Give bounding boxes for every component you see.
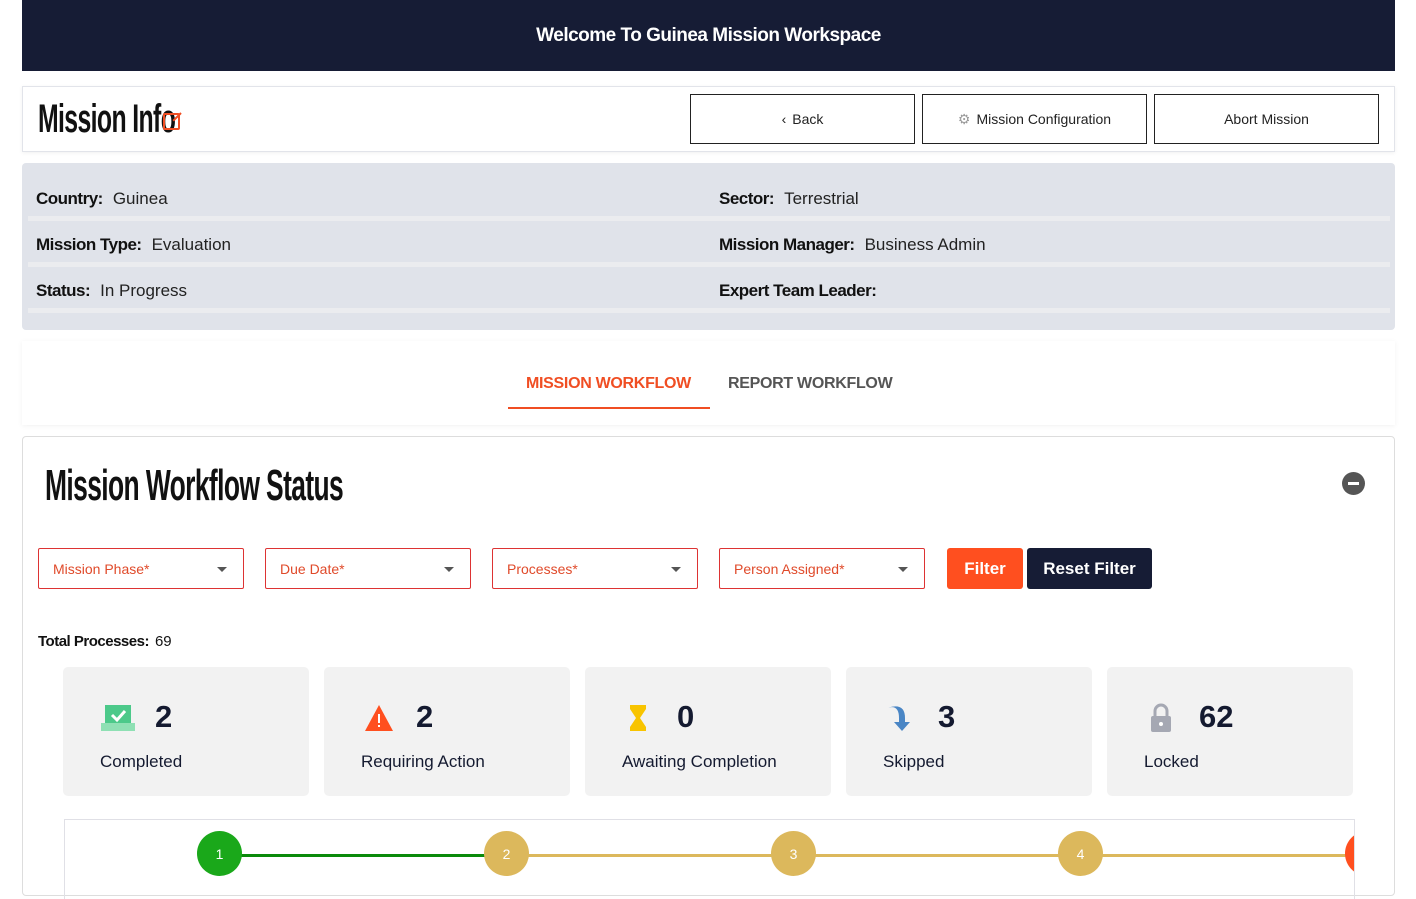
lock-icon [1151, 703, 1171, 732]
sector-field: Sector: Terrestrial [719, 189, 859, 208]
mission-info-header: Mission Info ‹ Back ⚙ Mission Configuratio… [22, 86, 1395, 152]
collapse-icon[interactable] [1342, 472, 1365, 495]
total-processes: Total Processes: 69 [38, 633, 172, 650]
hourglass-icon [630, 705, 646, 731]
abort-mission-button[interactable]: Abort Mission [1154, 94, 1379, 144]
gear-icon: ⚙ [957, 110, 971, 127]
mission-phase-select[interactable]: Mission Phase* [38, 548, 244, 589]
chevron-left-icon: ‹ [781, 111, 787, 127]
workflow-tabs: MISSION WORKFLOW REPORT WORKFLOW [22, 341, 1395, 425]
step-4[interactable]: 4 [1058, 831, 1103, 876]
mission-type-field: Mission Type: Evaluation [36, 235, 231, 254]
step-3[interactable]: 3 [771, 831, 816, 876]
mission-configuration-button[interactable]: ⚙ Mission Configuration [922, 94, 1147, 144]
completed-card[interactable]: 2 Completed [63, 667, 309, 796]
step-2[interactable]: 2 [484, 831, 529, 876]
workflow-stepper: 1 2 3 4 [64, 819, 1355, 899]
active-tab-indicator [508, 407, 710, 409]
step-connector [527, 854, 1354, 857]
country-field: Country: Guinea [36, 189, 168, 208]
skipped-card[interactable]: 3 Skipped [846, 667, 1092, 796]
warning-icon [365, 705, 393, 731]
external-link-icon[interactable] [163, 113, 180, 130]
inbox-check-icon [101, 705, 135, 731]
expert-team-leader-field: Expert Team Leader: [719, 281, 877, 300]
tab-report-workflow[interactable]: REPORT WORKFLOW [728, 375, 893, 392]
mission-workflow-status-panel: Mission Workflow Status Mission Phase* D… [22, 436, 1395, 899]
mission-info-panel: Country: Guinea Sector: Terrestrial Mission… [22, 163, 1395, 330]
mission-manager-field: Mission Manager: Business Admin [719, 235, 986, 254]
filter-button[interactable]: Filter [947, 548, 1023, 589]
requiring-action-card[interactable]: 2 Requiring Action [324, 667, 570, 796]
step-1[interactable]: 1 [197, 831, 242, 876]
skip-arrow-icon [887, 706, 910, 731]
back-button[interactable]: ‹ Back [690, 94, 915, 144]
processes-select[interactable]: Processes* [492, 548, 698, 589]
section-title: Mission Workflow Status [45, 461, 344, 510]
due-date-select[interactable]: Due Date* [265, 548, 471, 589]
tab-mission-workflow[interactable]: MISSION WORKFLOW [526, 375, 691, 392]
step-connector [215, 854, 505, 857]
awaiting-completion-card[interactable]: 0 Awaiting Completion [585, 667, 831, 796]
page-title: Mission Info [38, 97, 176, 141]
person-assigned-select[interactable]: Person Assigned* [719, 548, 925, 589]
locked-card[interactable]: 62 Locked [1107, 667, 1353, 796]
status-field: Status: In Progress [36, 281, 188, 300]
welcome-banner: Welcome To Guinea Mission Workspace [22, 0, 1395, 71]
reset-filter-button[interactable]: Reset Filter [1027, 548, 1152, 589]
step-5[interactable] [1345, 831, 1354, 876]
